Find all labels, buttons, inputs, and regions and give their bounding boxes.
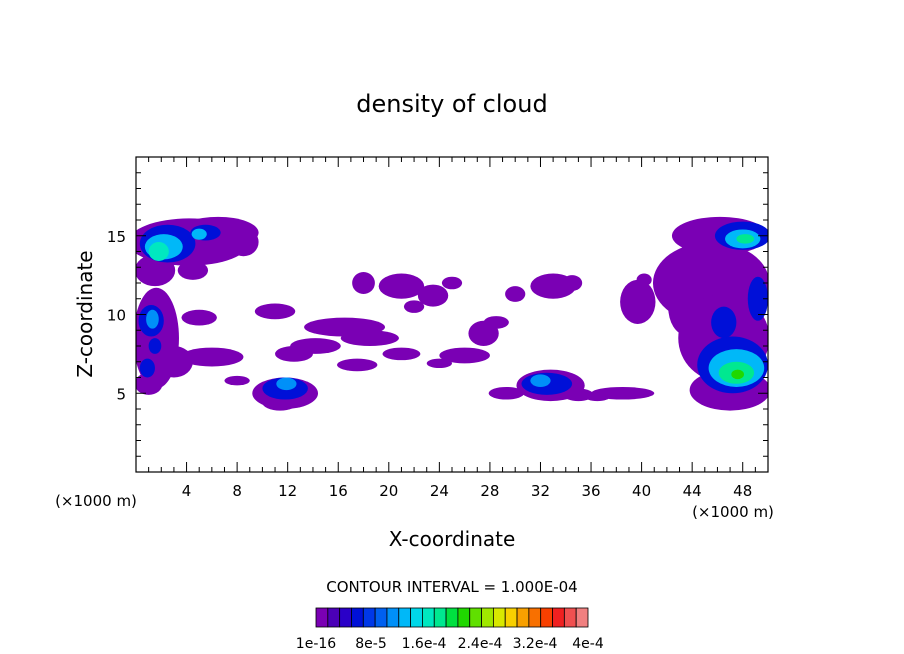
cloud-contour-fill <box>679 235 718 283</box>
x-tick-label: 8 <box>232 482 242 500</box>
x-tick-label: 48 <box>733 482 752 500</box>
colorbar-label: 1.6e-4 <box>402 636 447 652</box>
colorbar-swatch <box>575 607 589 628</box>
colorbar <box>315 607 589 628</box>
colorbar-swatch <box>422 607 435 628</box>
chart-title: density of cloud <box>356 90 547 118</box>
colorbar-swatch <box>339 607 352 628</box>
y-axis-label: Z-coordinate <box>73 250 97 377</box>
cloud-contour-fill <box>530 374 551 387</box>
x-tick-label: 20 <box>379 482 398 500</box>
cloud-contour-fill <box>736 234 755 244</box>
cloud-contour-fill <box>148 242 169 261</box>
x-tick-label: 40 <box>632 482 651 500</box>
cloud-contour-fill <box>275 346 313 362</box>
cloud-field <box>136 216 768 411</box>
colorbar-label: 8e-5 <box>355 636 386 652</box>
colorbar-swatch <box>327 607 341 628</box>
cloud-contour-fill <box>276 377 297 391</box>
x-tick-label: 24 <box>430 482 449 500</box>
axis-ticks <box>136 157 768 472</box>
cloud-contour-fill <box>181 309 217 326</box>
colorbar-swatch <box>398 607 412 628</box>
cloud-contour-fill <box>483 316 509 329</box>
colorbar-labels: 1e-16 8e-5 1.6e-4 2.4e-4 3.2e-4 4e-4 <box>296 636 604 652</box>
colorbar-swatch <box>528 607 542 628</box>
colorbar-label: 1e-16 <box>296 636 336 652</box>
cloud-contour-fill <box>146 309 159 329</box>
cloud-contour-fill <box>563 388 594 402</box>
x-tick-label: 4 <box>182 482 192 500</box>
cloud-contour-fill <box>378 273 425 299</box>
cloud-contour-fill <box>620 279 656 324</box>
colorbar-swatch <box>410 607 423 628</box>
colorbar-label: 4e-4 <box>572 636 604 652</box>
x-tick-label: 16 <box>329 482 348 500</box>
colorbar-swatch <box>351 607 364 628</box>
colorbar-swatch <box>516 607 530 628</box>
colorbar-label: 2.4e-4 <box>458 636 503 652</box>
colorbar-swatch <box>552 607 565 628</box>
colorbar-label: 3.2e-4 <box>513 636 558 652</box>
contour-interval-label: CONTOUR INTERVAL = 1.000E-04 <box>326 578 577 596</box>
colorbar-swatch <box>492 607 506 628</box>
cloud-contour-fill <box>228 227 259 257</box>
cloud-contour-fill <box>426 358 452 369</box>
colorbar-swatch <box>374 607 388 628</box>
cloud-contour-fill <box>711 306 737 339</box>
colorbar-swatch <box>563 607 577 628</box>
cloud-contour-fill <box>403 300 425 313</box>
x-tick-label: 12 <box>278 482 297 500</box>
y-tick-label: 5 <box>116 385 126 403</box>
cloud-contour-fill <box>136 254 176 287</box>
y-tick-labels: 5 10 15 <box>107 228 126 404</box>
x-tick-label: 44 <box>683 482 702 500</box>
colorbar-swatch <box>469 607 482 628</box>
cloud-contour-fill <box>139 358 155 378</box>
cloud-contour-fill <box>180 347 244 367</box>
cloud-contour-fill <box>439 347 490 364</box>
cloud-contour-fill <box>441 276 463 290</box>
colorbar-swatch <box>445 607 459 628</box>
cloud-contour-fill <box>636 273 652 287</box>
colorbar-swatch <box>315 607 329 628</box>
colorbar-swatch <box>540 607 553 628</box>
x-axis-label: X-coordinate <box>389 527 516 551</box>
cloud-contour-fill <box>340 330 399 346</box>
colorbar-swatch <box>504 607 518 628</box>
x-tick-label: 28 <box>480 482 499 500</box>
cloud-contour-fill <box>136 372 163 395</box>
x-tick-labels: 4 8 12 16 20 24 28 32 36 40 44 48 <box>182 482 752 500</box>
colorbar-swatch <box>481 607 494 628</box>
cloud-contour-fill <box>352 271 375 295</box>
colorbar-swatch <box>362 607 376 628</box>
cloud-contour-fill <box>731 369 744 380</box>
y-tick-label: 15 <box>107 228 126 246</box>
x-tick-label: 32 <box>531 482 550 500</box>
x-unit-right: (×1000 m) <box>692 503 774 521</box>
cloud-contour-fill <box>747 276 768 321</box>
cloud-contour-fill <box>382 347 421 361</box>
cloud-contour-fill <box>224 375 250 386</box>
cloud-contour-fill <box>668 278 704 335</box>
colorbar-swatch <box>433 607 447 628</box>
plot-background <box>136 157 768 472</box>
cloud-contour-fill <box>505 286 526 302</box>
cloud-contour-fill <box>561 275 583 291</box>
y-tick-label: 10 <box>107 307 126 325</box>
cloud-contour-fill <box>417 284 449 307</box>
plot-area <box>135 156 769 473</box>
cloud-contour-fill <box>336 358 378 372</box>
x-unit-left: (×1000 m) <box>55 492 137 510</box>
cloud-contour-fill <box>191 228 207 240</box>
x-tick-label: 36 <box>581 482 600 500</box>
cloud-contour-fill <box>488 386 525 400</box>
cloud-contour-fill <box>148 338 162 354</box>
colorbar-swatch <box>457 607 471 628</box>
colorbar-swatch <box>386 607 400 628</box>
cloud-contour-fill <box>177 260 209 280</box>
cloud-contour-fill <box>254 303 296 320</box>
